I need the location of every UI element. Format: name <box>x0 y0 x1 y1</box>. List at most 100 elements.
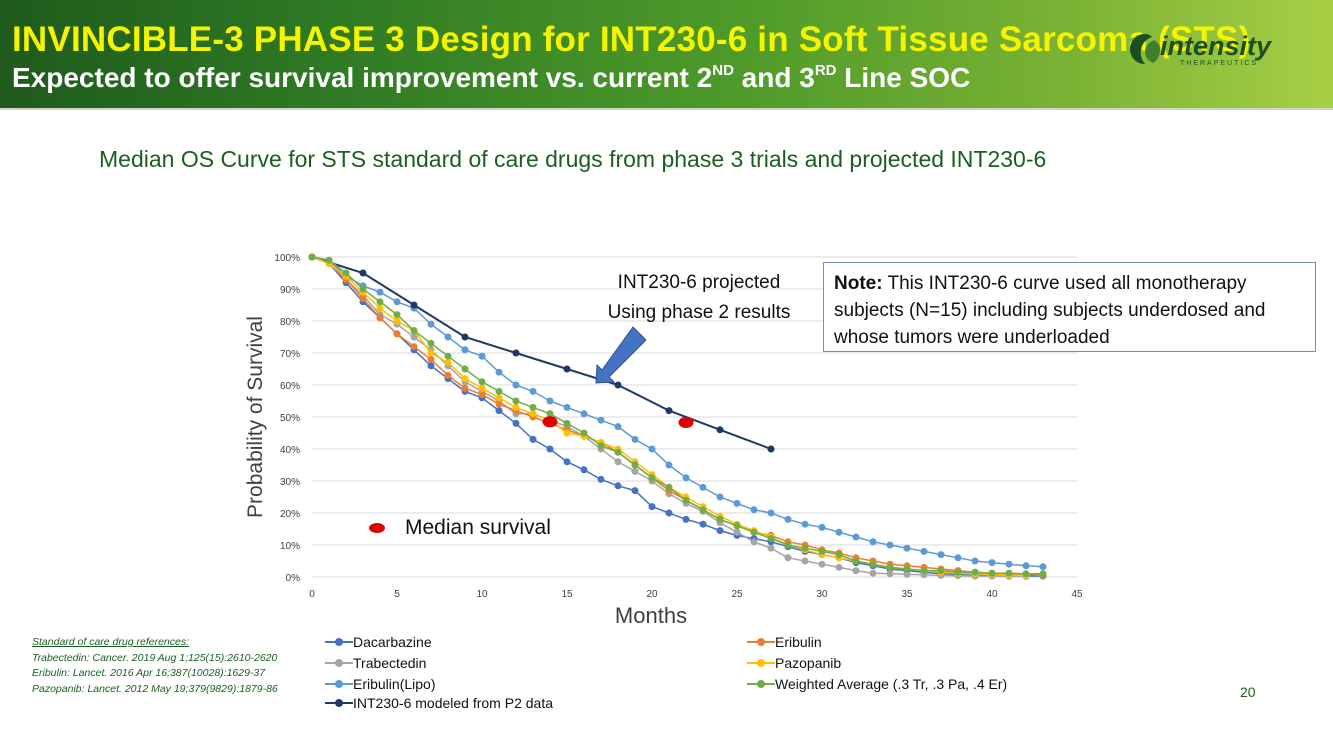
note-text: This INT230-6 curve used all monotherapy… <box>834 273 1266 348</box>
data-point <box>886 563 894 571</box>
x-tick-label: 10 <box>476 589 488 600</box>
data-point <box>631 467 639 475</box>
data-point <box>410 327 418 335</box>
data-point <box>376 304 384 312</box>
data-point <box>563 365 571 373</box>
data-point <box>750 538 758 546</box>
legend-label: Trabectedin <box>353 655 427 671</box>
data-point <box>835 563 843 571</box>
data-point <box>733 528 741 536</box>
data-point <box>359 269 367 277</box>
data-point <box>631 487 639 495</box>
legend-swatch-icon <box>747 675 775 693</box>
data-point <box>886 570 894 578</box>
data-point <box>699 520 707 528</box>
data-point <box>529 387 537 395</box>
data-point <box>393 317 401 325</box>
x-tick-label: 25 <box>731 589 743 600</box>
data-point <box>818 523 826 531</box>
data-point <box>1039 570 1047 578</box>
data-point <box>631 461 639 469</box>
data-point <box>597 416 605 424</box>
data-point <box>818 560 826 568</box>
chart-title: Median OS Curve for STS standard of care… <box>99 146 1047 172</box>
data-point <box>546 410 554 418</box>
x-axis-label: Months <box>615 603 687 628</box>
legend-label: Pazopanib <box>775 655 842 671</box>
data-point <box>478 384 486 392</box>
data-point <box>767 535 775 543</box>
data-point <box>478 378 486 386</box>
data-point <box>784 515 792 523</box>
data-point <box>342 269 350 277</box>
data-point <box>954 568 962 576</box>
legend-item: Trabectedin <box>325 654 426 672</box>
data-point <box>597 442 605 450</box>
legend-item: Eribulin(Lipo) <box>325 675 435 693</box>
reference-item: Pazopanib: Lancet. 2012 May 19;379(9829)… <box>32 682 278 695</box>
data-point <box>971 568 979 576</box>
data-point <box>648 503 656 511</box>
page-title: INVINCIBLE-3 PHASE 3 Design for INT230-6… <box>12 20 1251 59</box>
data-point <box>563 429 571 437</box>
data-point <box>852 533 860 541</box>
data-point <box>495 400 503 408</box>
data-point <box>461 333 469 341</box>
data-point <box>546 445 554 453</box>
subtitle-part-c: Line SOC <box>836 62 971 93</box>
data-point <box>529 410 537 418</box>
legend-item: Eribulin <box>747 633 822 651</box>
data-point <box>359 295 367 303</box>
y-tick-label: 80% <box>280 317 300 328</box>
data-point <box>733 499 741 507</box>
data-point <box>869 569 877 577</box>
data-point <box>716 493 724 501</box>
data-point <box>682 515 690 523</box>
data-point <box>869 538 877 546</box>
median-markers <box>542 416 694 428</box>
x-tick-label: 0 <box>309 589 315 600</box>
axes: 0% 10% 20% 30% 40% 50% 60% 70% 80% 90% 100% 0 5 10 15 2… <box>274 253 1083 600</box>
header-divider <box>0 108 1333 110</box>
data-point <box>937 567 945 575</box>
data-point <box>614 381 622 389</box>
data-point <box>529 435 537 443</box>
data-point <box>512 397 520 405</box>
page-subtitle: Expected to offer survival improvement v… <box>12 62 970 94</box>
data-point <box>903 544 911 552</box>
data-point <box>461 346 469 354</box>
data-point <box>359 285 367 293</box>
data-point <box>920 567 928 575</box>
legend-item: INT230-6 modeled from P2 data <box>325 694 553 712</box>
data-point <box>716 515 724 523</box>
legend-swatch-icon <box>747 654 775 672</box>
x-tick-label: 45 <box>1071 589 1083 600</box>
data-point <box>767 445 775 453</box>
data-point <box>427 339 435 347</box>
data-point <box>682 496 690 504</box>
data-point <box>750 528 758 536</box>
data-point <box>495 394 503 402</box>
legend-item: Weighted Average (.3 Tr, .3 Pa, .4 Er) <box>747 675 1007 693</box>
data-point <box>427 320 435 328</box>
data-point <box>801 557 809 565</box>
data-point <box>733 522 741 530</box>
data-point <box>1005 560 1013 568</box>
projection-label: INT230-6 projected Using phase 2 results <box>590 268 808 328</box>
data-point <box>461 384 469 392</box>
data-point <box>444 371 452 379</box>
references-heading: Standard of care drug references: <box>32 636 190 648</box>
y-tick-label: 40% <box>280 445 300 456</box>
data-point <box>937 551 945 559</box>
x-tick-label: 40 <box>986 589 998 600</box>
data-point <box>580 410 588 418</box>
series-lines <box>308 253 1047 580</box>
median-marker <box>678 416 694 428</box>
x-tick-label: 30 <box>816 589 828 600</box>
data-point <box>682 474 690 482</box>
data-point <box>376 314 384 322</box>
data-point <box>376 288 384 296</box>
data-point <box>1005 569 1013 577</box>
data-point <box>563 458 571 466</box>
data-point <box>699 506 707 514</box>
